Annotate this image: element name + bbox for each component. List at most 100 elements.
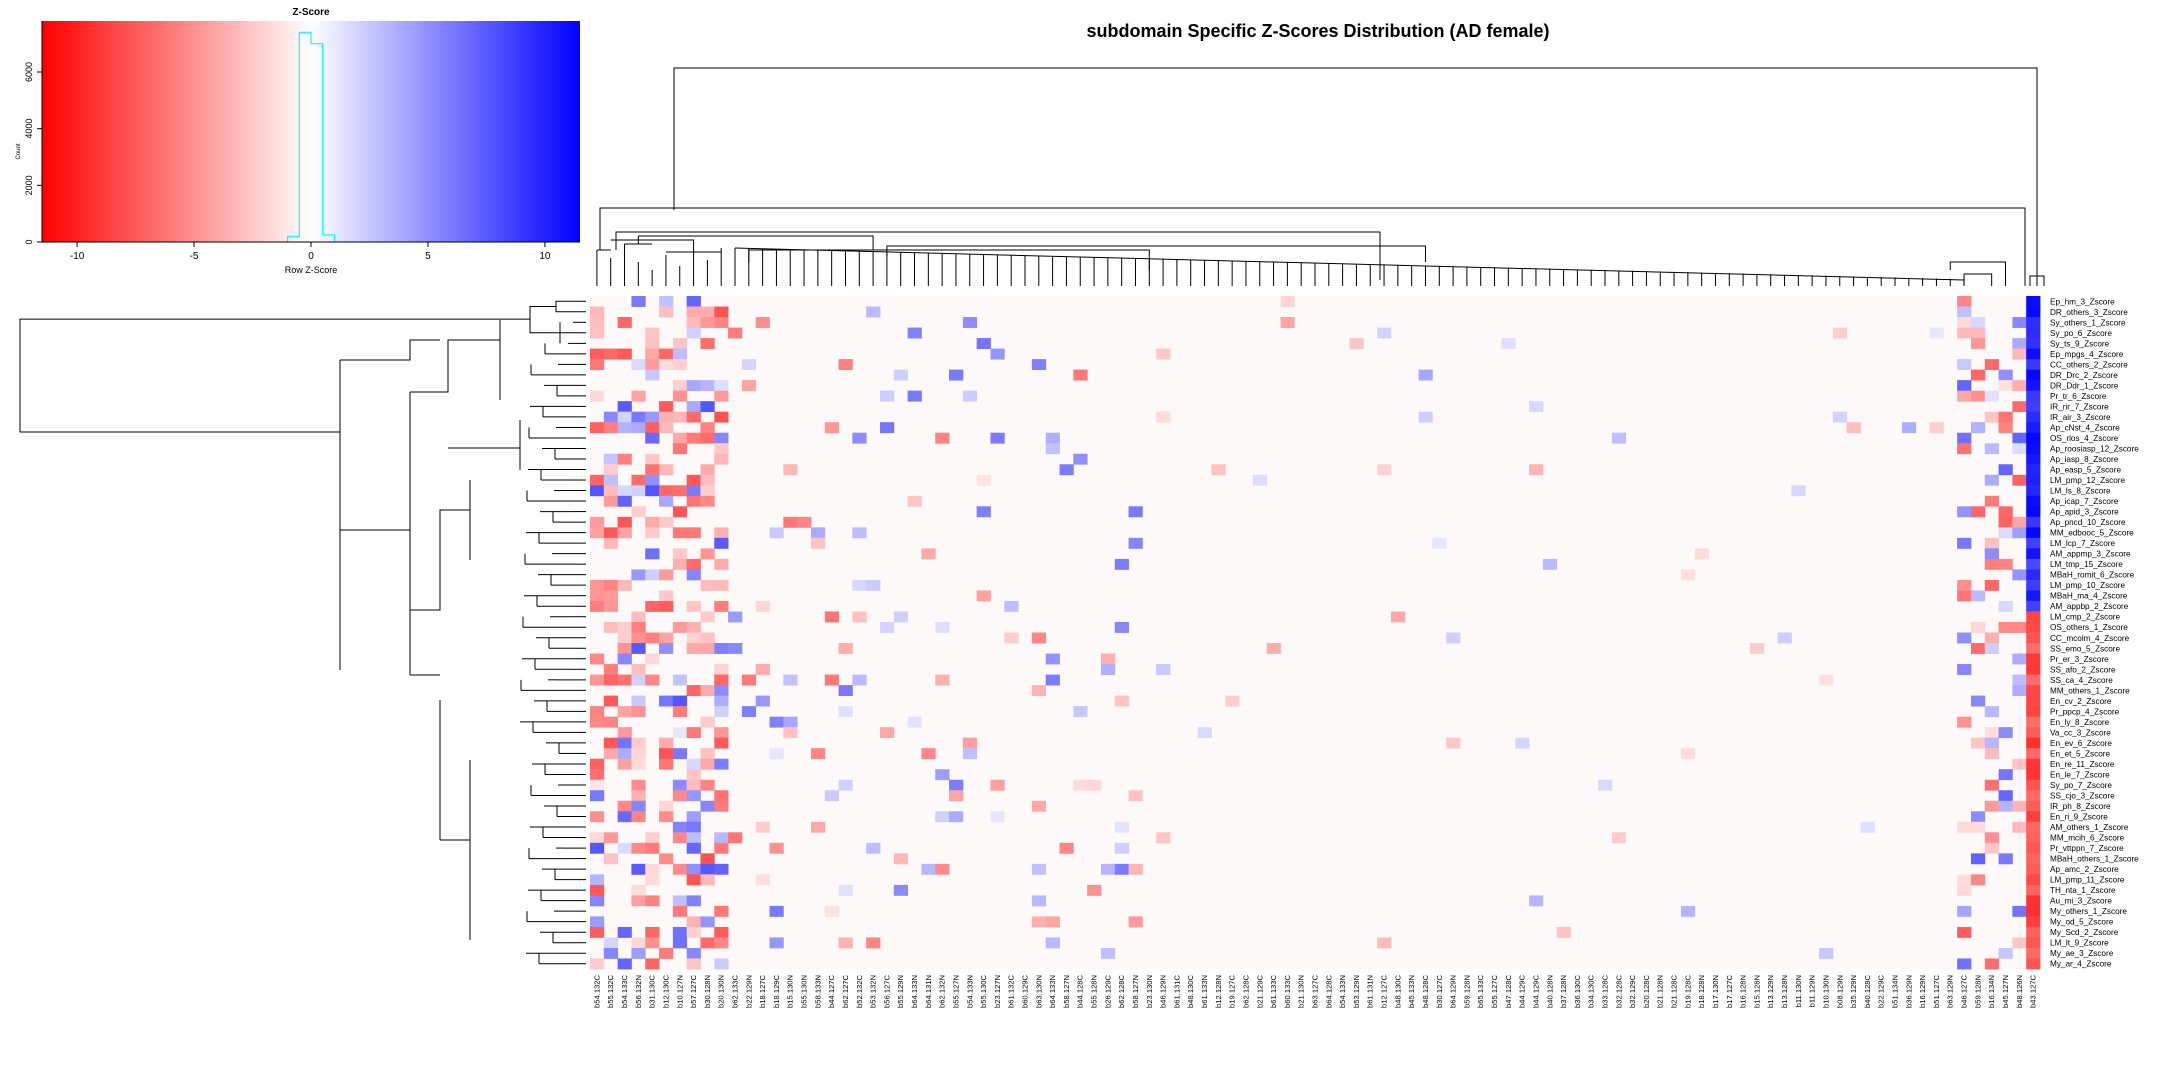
heatmap-cell xyxy=(976,590,991,602)
heatmap-cell xyxy=(810,537,826,549)
heatmap-cell xyxy=(2012,905,2027,917)
heatmap-cell xyxy=(1984,474,1999,486)
heatmap-cell xyxy=(714,537,729,549)
row-label: Ap_iasp_8_Zscore xyxy=(2050,455,2119,464)
heatmap-cell xyxy=(810,748,826,760)
heatmap-cell xyxy=(700,643,715,654)
heatmap-cell xyxy=(617,453,632,465)
row-label: MM_edbooc_5_Zscore xyxy=(2050,529,2134,538)
column-labels: b54.132C b55.132C b54.133C b56.132N b31.130C… xyxy=(592,974,2037,1007)
heatmap-cell xyxy=(838,643,853,654)
heatmap-cell xyxy=(728,832,743,844)
heatmap-cell xyxy=(590,842,605,854)
heatmap-cell xyxy=(1073,453,1088,465)
heatmap-cell xyxy=(686,485,701,497)
heatmap-cell xyxy=(2026,317,2041,328)
heatmap-cell xyxy=(659,359,674,371)
heatmap-cell xyxy=(728,327,743,339)
heatmap-cell xyxy=(2026,895,2041,907)
heatmap-cell xyxy=(631,643,646,654)
heatmap-cell xyxy=(935,811,950,823)
row-label: LM_lt_9_Zscore xyxy=(2050,939,2109,948)
heatmap-cell xyxy=(686,947,701,959)
heatmap-cell xyxy=(893,853,909,865)
heatmap-cell xyxy=(686,916,701,928)
heatmap-cell xyxy=(2026,769,2041,781)
heatmap-cell xyxy=(617,643,632,654)
row-label: CC_mcolm_4_Zscore xyxy=(2050,634,2130,643)
heatmap-cell xyxy=(672,558,688,570)
heatmap-cell xyxy=(1970,811,1986,823)
column-label: b45.133N xyxy=(1407,975,1416,1008)
heatmap-cell xyxy=(1556,926,1571,938)
heatmap-cell xyxy=(935,674,950,686)
heatmap-cell xyxy=(1984,737,1999,749)
column-label: b18.129C xyxy=(772,974,781,1007)
heatmap-cell xyxy=(962,317,978,328)
heatmap-cell xyxy=(590,348,605,360)
heatmap-cell xyxy=(617,706,632,718)
heatmap-cell xyxy=(672,832,688,844)
heatmap-cell xyxy=(1998,800,2013,812)
heatmap-cell xyxy=(1819,947,1834,959)
heatmap-cell xyxy=(1114,842,1129,854)
heatmap-cell xyxy=(631,632,646,644)
heatmap-cell xyxy=(686,569,701,581)
heatmap-cell xyxy=(838,937,853,949)
column-label: b44.129C xyxy=(1518,974,1527,1007)
dendrogram-branch xyxy=(886,245,1426,262)
column-label: b12.130C xyxy=(662,974,671,1007)
heatmap-cell xyxy=(1114,558,1129,570)
heatmap-cell xyxy=(617,527,632,539)
heatmap-cell xyxy=(1957,306,1972,318)
heatmap-cell xyxy=(617,926,632,938)
heatmap-cell xyxy=(714,390,729,402)
heatmap-cell xyxy=(631,296,646,307)
heatmap-cell xyxy=(672,443,688,455)
heatmap-cell xyxy=(1156,411,1171,423)
heatmap-cell xyxy=(659,348,674,360)
heatmap-cell xyxy=(659,306,674,318)
column-label: b61.133N xyxy=(1200,975,1209,1008)
heatmap-cell xyxy=(1984,748,1999,760)
heatmap-cell xyxy=(769,937,784,949)
heatmap-cell xyxy=(603,853,619,865)
heatmap-cell xyxy=(1984,632,1999,644)
heatmap-cell xyxy=(686,411,701,423)
heatmap-cell xyxy=(714,306,729,318)
heatmap-cell xyxy=(1031,800,1047,812)
heatmap-cell xyxy=(631,474,646,486)
row-label: Ap_apid_3_Zscore xyxy=(2050,508,2119,517)
column-label: b56.127C xyxy=(882,974,891,1007)
heatmap-cell xyxy=(2026,485,2041,497)
heatmap-cell xyxy=(617,674,632,686)
heatmap-cell xyxy=(603,527,619,539)
heatmap-cell xyxy=(714,727,729,739)
heatmap-cell xyxy=(645,600,660,612)
row-label: LM_cmp_2_Zscore xyxy=(2050,613,2121,622)
heatmap-cell xyxy=(672,485,688,497)
heatmap-cell xyxy=(1390,611,1406,623)
column-label: b17.127C xyxy=(1725,974,1734,1007)
heatmap-cell xyxy=(590,874,605,886)
heatmap-cell xyxy=(852,611,867,623)
heatmap-cell xyxy=(921,863,936,875)
heatmap-cell xyxy=(617,842,632,854)
heatmap-cell xyxy=(590,579,605,591)
heatmap-cell xyxy=(700,474,715,486)
heatmap-cell xyxy=(2026,748,2041,760)
heatmap-cell xyxy=(617,800,632,812)
heatmap-cell xyxy=(1957,432,1972,444)
heatmap-cell xyxy=(590,716,605,728)
heatmap-cell xyxy=(700,632,715,644)
row-label: Sy_po_7_Zscore xyxy=(2050,781,2112,790)
heatmap-cell xyxy=(631,485,646,497)
heatmap-cell xyxy=(1004,632,1019,644)
heatmap-cell xyxy=(645,338,660,349)
heatmap-cell xyxy=(2026,506,2041,518)
heatmap-cell xyxy=(852,674,867,686)
row-label: AM_others_1_Zscore xyxy=(2050,823,2129,832)
row-label: En_ly_8_Zscore xyxy=(2050,718,2110,727)
heatmap-cell xyxy=(659,464,674,476)
heatmap-cell xyxy=(590,317,605,328)
